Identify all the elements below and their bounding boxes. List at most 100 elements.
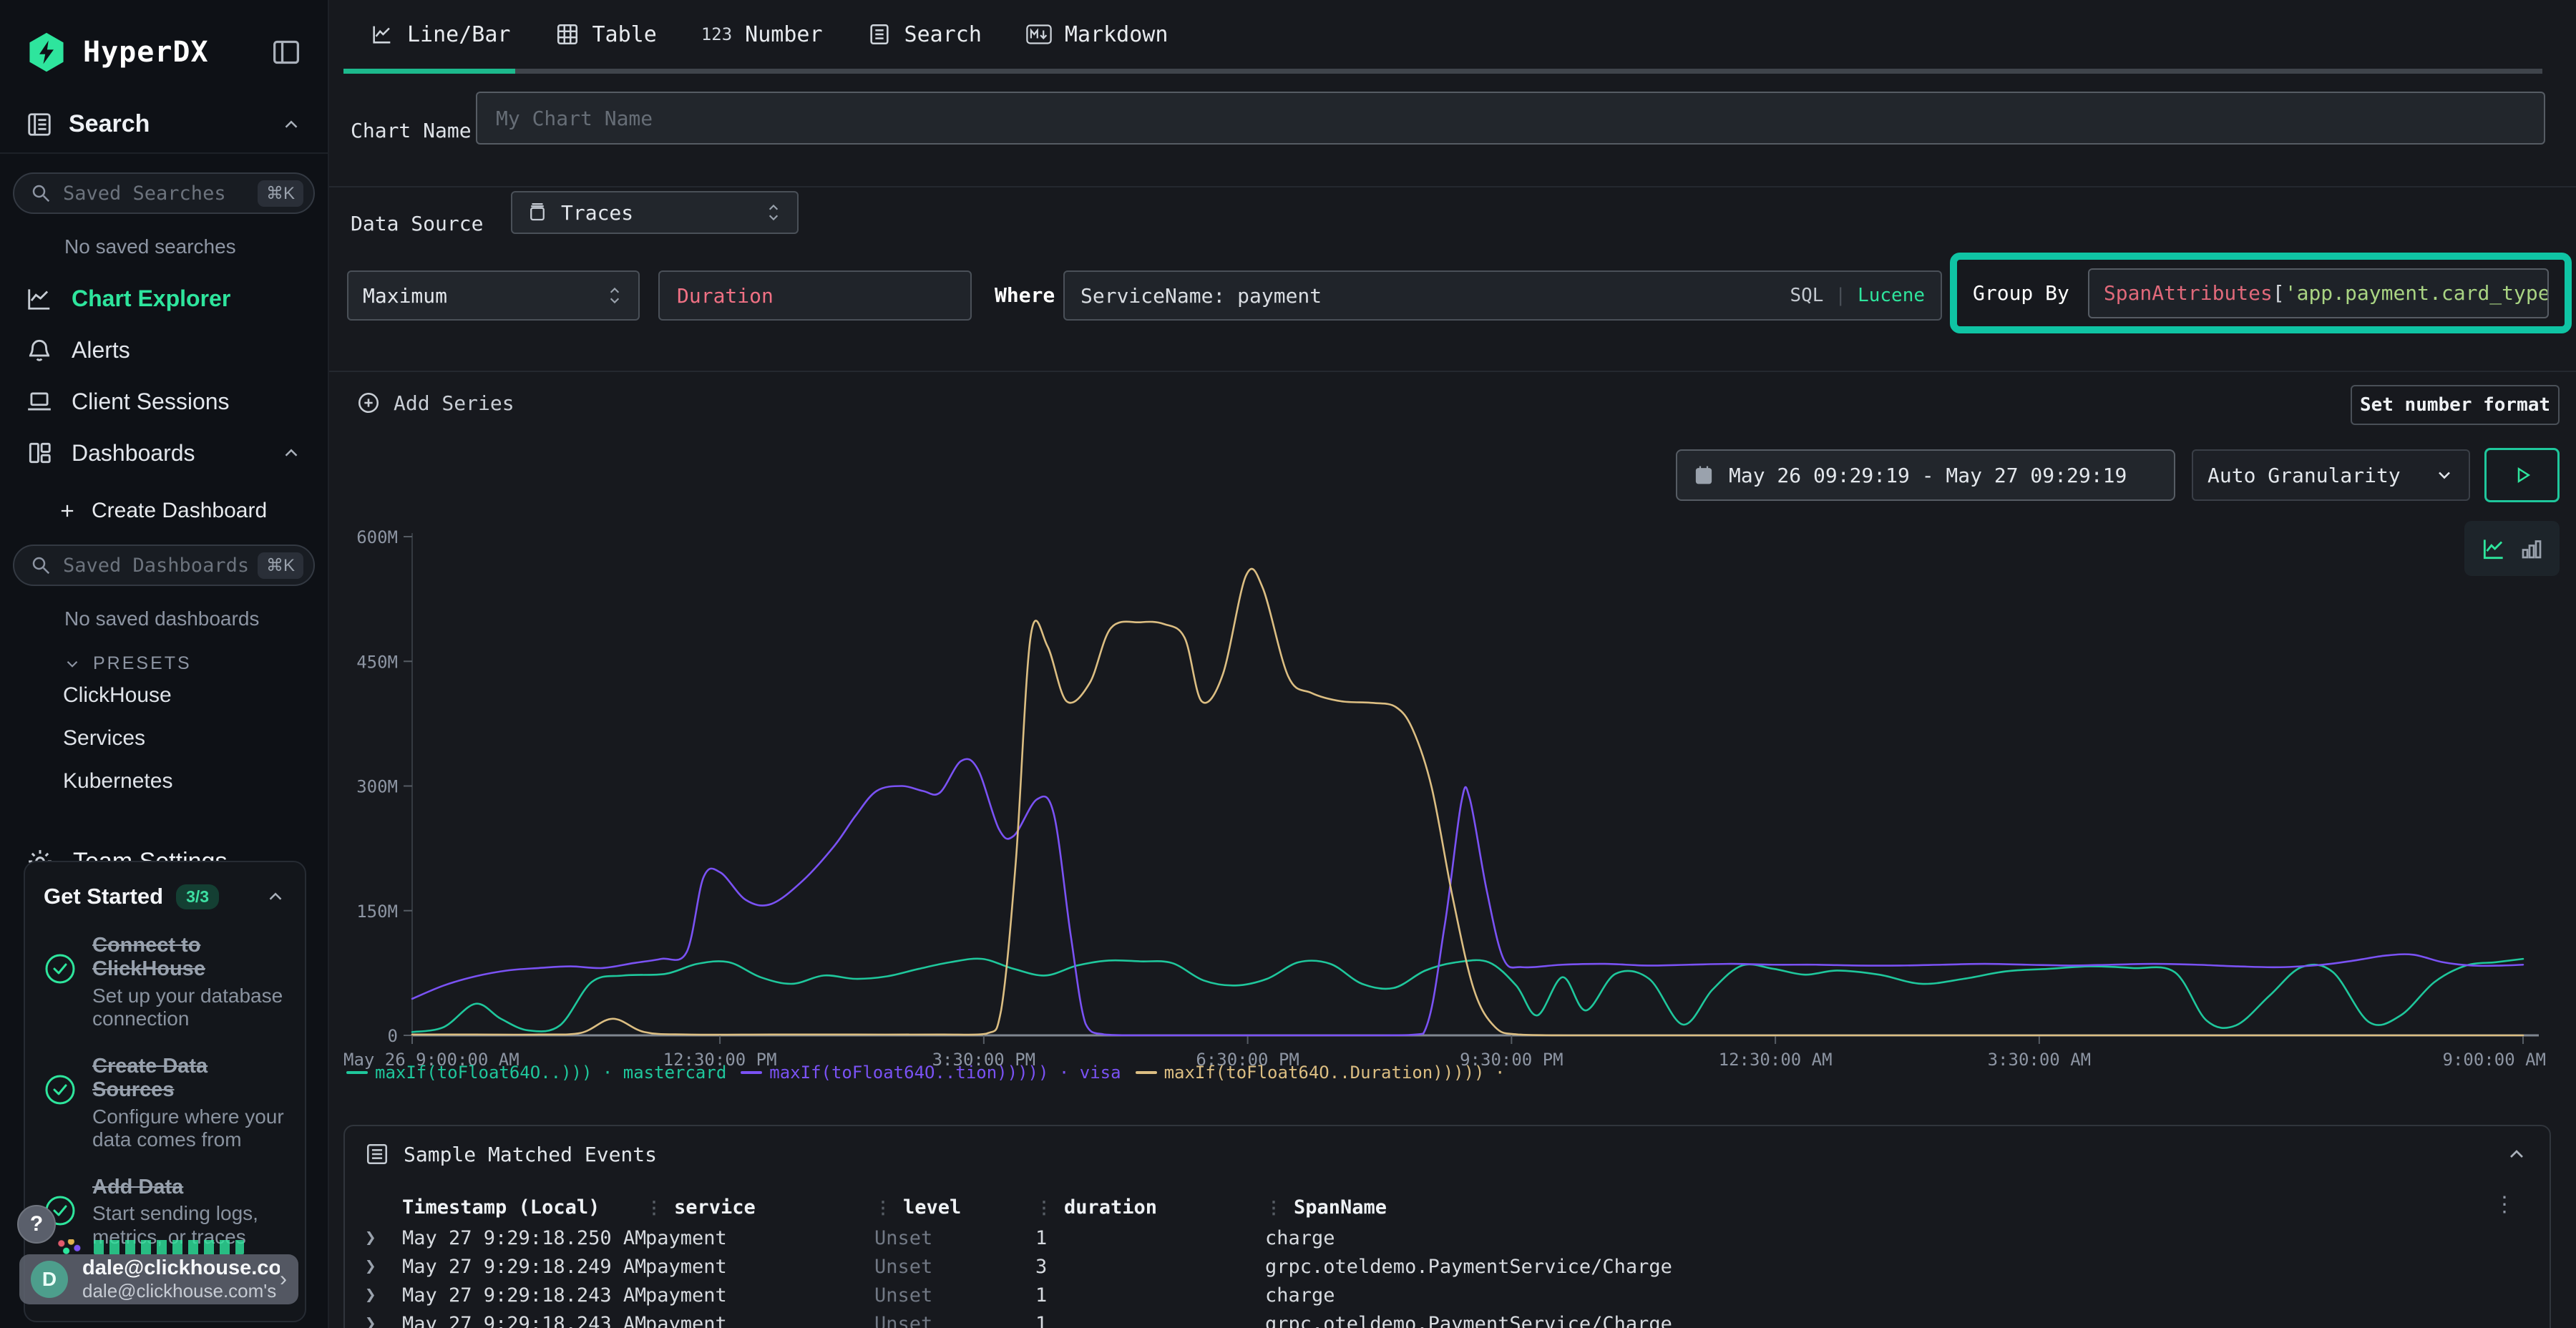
granularity-value: Auto Granularity [2207,463,2401,487]
run-query-button[interactable] [2484,448,2560,502]
table-row[interactable]: ❯ May 27 9:29:18.249 AM payment Unset 3 … [362,1252,2550,1281]
timeseries-chart[interactable]: 0 150M 300M 450M 600M May 26 9:00:00 AM 12:30:… [343,529,2547,1073]
data-source-row: Data Source Traces [329,189,2576,258]
chevron-up-icon[interactable] [2505,1143,2528,1166]
date-range-input[interactable]: May 26 09:29:19 - May 27 09:29:19 [1676,449,2175,501]
add-series-button[interactable]: Add Series [356,391,514,415]
row-expand-chevron[interactable]: ❯ [365,1313,376,1328]
database-icon [530,203,545,221]
table-row[interactable]: ❯ May 27 9:29:18.243 AM payment Unset 1 … [362,1281,2550,1309]
column-header[interactable]: Timestamp (Local) [402,1196,600,1219]
tab-search[interactable]: Search [867,22,982,47]
get-started-item-title: Connect to ClickHouse [92,934,205,981]
sidebar-section-search[interactable]: Search [0,73,328,154]
svg-text:3:30:00 AM: 3:30:00 AM [1988,1050,2092,1070]
where-filter-value: ServiceName: payment [1080,283,1322,308]
markdown-icon [1026,24,1052,45]
column-drag-handle[interactable]: ⋮ [874,1197,892,1218]
create-dashboard-label: Create Dashboard [92,499,268,522]
saved-dashboards-field[interactable] [63,554,258,577]
svg-text:450M: 450M [356,652,398,672]
chart-style-toggle[interactable] [2464,521,2560,576]
saved-dashboards-input[interactable]: ⌘K [13,545,315,586]
preset-kubernetes[interactable]: Kubernetes [63,769,173,793]
user-profile-chip[interactable]: D dale@clickhouse.com dale@clickhouse.co… [19,1254,298,1304]
data-source-select[interactable]: Traces [511,191,799,234]
svg-text:150M: 150M [356,902,398,922]
set-number-format-button[interactable]: Set number format [2351,385,2560,425]
get-started-item[interactable]: Connect to ClickHouse Set up your databa… [44,934,286,1030]
svg-text:0: 0 [388,1026,398,1046]
logo-row: HyperDX [0,0,328,73]
column-header[interactable]: ⋮ level [874,1196,962,1219]
sql-option[interactable]: SQL [1790,285,1824,306]
presets-toggle[interactable]: PRESETS [0,635,328,674]
table-row[interactable]: ❯ May 27 9:29:18.243 AM payment Unset 1 … [362,1309,2550,1328]
calendar-icon [1695,466,1712,484]
get-started-item-desc: Set up your database connection [92,984,283,1030]
tab-active-underline [343,69,515,74]
add-series-label: Add Series [394,391,514,415]
column-drag-handle[interactable]: ⋮ [1265,1197,1282,1218]
saved-searches-input[interactable]: ⌘K [13,172,315,214]
add-series-row: Add Series Set number format [329,374,2576,442]
granularity-select[interactable]: Auto Granularity [2192,449,2470,501]
column-drag-handle[interactable]: ⋮ [645,1197,663,1218]
tab-number[interactable]: 123 Number [701,22,823,47]
tab-markdown[interactable]: Markdown [1026,22,1168,47]
tab-table[interactable]: Table [555,22,657,47]
legend-item[interactable]: maxIf(toFloat64O..tion))))) · visa [741,1063,1121,1083]
saved-searches-field[interactable] [63,182,258,205]
sample-events-panel: Sample Matched Events ⋮ Timestamp (Local… [343,1125,2551,1328]
sidebar-item-alerts[interactable]: Alerts [0,324,328,376]
metric-field-input[interactable]: Duration [658,270,972,321]
line-chart-icon[interactable] [2480,535,2507,562]
user-team: dale@clickhouse.com's [82,1280,277,1302]
column-header[interactable]: ⋮ SpanName [1265,1196,1387,1219]
legend-item[interactable]: maxIf(toFloat64O..))) · mastercard [346,1063,726,1083]
avatar: D [31,1261,68,1298]
column-header[interactable]: ⋮ service [645,1196,756,1219]
group-by-input[interactable]: SpanAttributes['app.payment.card_type'] [2087,268,2549,318]
plus-icon [61,504,74,517]
sidebar-item-chart-explorer[interactable]: Chart Explorer [0,273,328,324]
table-row[interactable]: ❯ May 27 9:29:18.250 AM payment Unset 1 … [362,1224,2550,1252]
chart-legend[interactable]: maxIf(toFloat64O..))) · mastercard maxIf(… [346,1063,1505,1083]
query-language-toggle[interactable]: SQL | Lucene [1790,285,1925,306]
table-menu-kebab-icon[interactable]: ⋮ [2494,1192,2515,1217]
sidebar-collapse-icon[interactable] [270,38,302,67]
chart-name-input[interactable] [476,92,2545,145]
column-header[interactable]: ⋮ duration [1035,1196,1158,1219]
check-circle-icon [44,934,78,1030]
sample-events-header[interactable]: Sample Matched Events [345,1126,2550,1166]
cell-spanname: charge [1265,1284,1335,1307]
create-dashboard-button[interactable]: Create Dashboard [0,479,328,526]
sidebar-item-dashboards[interactable]: Dashboards [0,427,328,479]
data-source-value: Traces [561,200,634,225]
lucene-option[interactable]: Lucene [1858,285,1925,306]
help-button[interactable]: ? [17,1205,56,1244]
get-started-item[interactable]: Add Data Start sending logs, metrics, or… [44,1176,286,1249]
data-source-label: Data Source [351,212,484,235]
bell-icon [29,339,50,361]
get-started-item[interactable]: Create Data Sources Configure where your… [44,1055,286,1151]
row-expand-chevron[interactable]: ❯ [365,1284,376,1306]
tab-line-bar[interactable]: Line/Bar [370,22,511,47]
column-drag-handle[interactable]: ⋮ [1035,1197,1053,1218]
preset-clickhouse[interactable]: ClickHouse [63,683,172,707]
chevron-right-icon: › [280,1267,287,1291]
number-123-icon: 123 [701,24,733,44]
legend-swatch [346,1071,368,1074]
cell-duration: 1 [1035,1312,1048,1328]
preset-services[interactable]: Services [63,726,146,750]
bar-chart-icon[interactable] [2519,536,2545,562]
aggregation-select[interactable]: Maximum [347,270,640,321]
where-filter-input[interactable]: ServiceName: payment SQL | Lucene [1063,270,1942,321]
cell-service: payment [645,1226,727,1249]
row-expand-chevron[interactable]: ❯ [365,1256,376,1277]
cell-duration: 3 [1035,1255,1048,1278]
legend-item[interactable]: maxIf(toFloat64O..Duration))))) · [1135,1063,1505,1083]
row-expand-chevron[interactable]: ❯ [365,1227,376,1249]
sidebar-item-client-sessions[interactable]: Client Sessions [0,376,328,427]
get-started-header[interactable]: Get Started 3/3 [44,884,286,909]
